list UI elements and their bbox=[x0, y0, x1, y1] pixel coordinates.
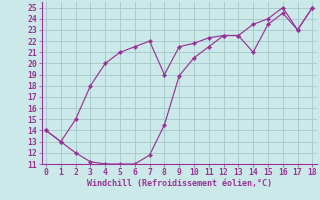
X-axis label: Windchill (Refroidissement éolien,°C): Windchill (Refroidissement éolien,°C) bbox=[87, 179, 272, 188]
